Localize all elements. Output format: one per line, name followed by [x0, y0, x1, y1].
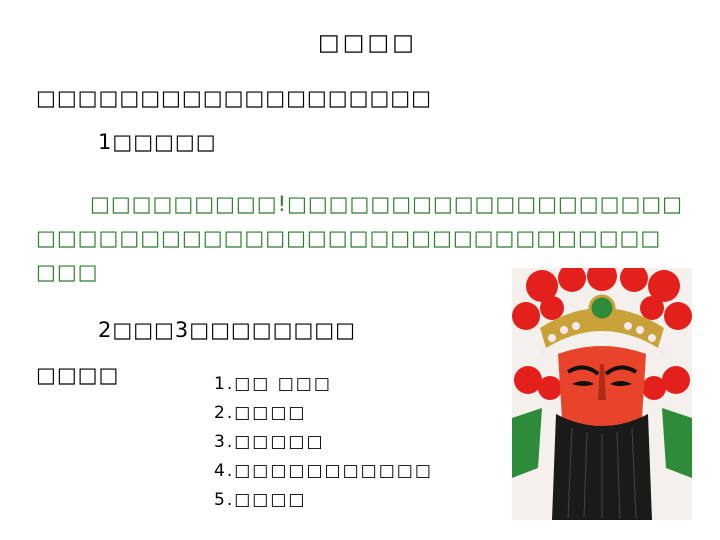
green-paragraph-line-2: □□□□□□□□□□□□□□□□□□□□□□□□□□□□□□	[36, 226, 662, 250]
numbered-list: 1.□□ □□□ 2.□□□□ 3.□□□□□ 4.□□□□□□□□□□□ 5.…	[214, 370, 433, 515]
list-item: 3.□□□□□	[214, 432, 325, 452]
list-item: 2.□□□□	[214, 403, 307, 423]
list-item: 4.□□□□□□□□□□□	[214, 461, 433, 481]
green-paragraph-line-1: □□□□□□□□□!□□□□□□□□□□□□□□□□□□□	[90, 192, 683, 216]
opera-mask-image	[512, 268, 692, 520]
list-item: 5.□□□□	[214, 490, 307, 510]
tip-label: □□□□	[36, 363, 120, 387]
intro-text: □□□□□□□□□□□□□□□□□□□	[36, 86, 432, 110]
list-item: 1.□□ □□□	[214, 374, 332, 394]
green-paragraph-line-3: □□□	[36, 260, 99, 284]
item-1-heading: 1□□□□□	[98, 130, 217, 154]
slide-title: □□□□	[318, 30, 417, 56]
item-2-3-heading: 2□□□3□□□□□□□□	[98, 318, 356, 342]
